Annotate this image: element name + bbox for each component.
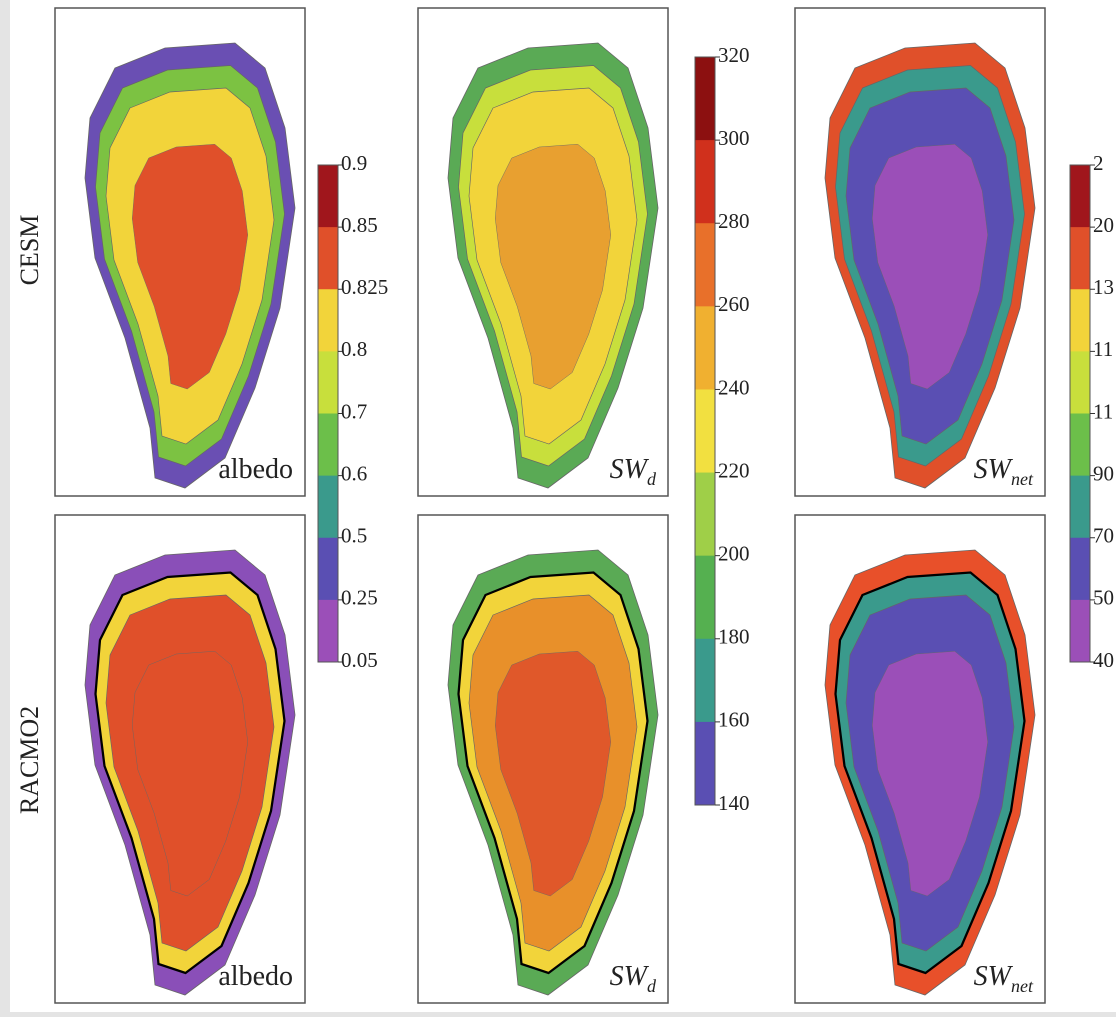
colorbar-tick-label: 260 xyxy=(718,292,750,316)
colorbar-tick-label: 11 xyxy=(1093,337,1113,361)
panel-label-main: SW xyxy=(610,961,650,992)
colorbar-segment xyxy=(695,639,715,723)
colorbar-segment xyxy=(318,538,338,601)
colorbar-tick-label: 180 xyxy=(718,625,750,649)
panel-label-sub: d xyxy=(647,469,657,489)
map-panel: albedo xyxy=(55,8,305,496)
colorbar-tick-label: 220 xyxy=(718,458,750,482)
colorbar-tick-label: 240 xyxy=(718,375,750,399)
colorbar-tick-label: 0.05 xyxy=(341,648,378,672)
colorbar-tick-label: 0.25 xyxy=(341,586,378,610)
colorbar-segment xyxy=(318,227,338,290)
page: {"rows": ["CESM", "RACMO2"], "panels": [… xyxy=(0,0,1116,1012)
colorbar-tick-label: 200 xyxy=(718,541,750,565)
colorbar-tick-label: 0.7 xyxy=(341,399,367,423)
colorbar-tick-label: 50 xyxy=(1093,586,1114,610)
colorbar-tick-label: 0.85 xyxy=(341,213,378,237)
colorbar-segment xyxy=(318,351,338,414)
colorbar-tick-label: 11 xyxy=(1093,399,1113,423)
map-panel: SWd xyxy=(418,8,668,496)
colorbar-tick-label: 20 xyxy=(1093,213,1114,237)
row-label: RACMO2 xyxy=(15,706,44,814)
colorbar-tick-label: 0.9 xyxy=(341,151,367,175)
colorbar-segment xyxy=(695,223,715,307)
colorbar-segment xyxy=(1070,351,1090,414)
colorbar-segment xyxy=(318,476,338,539)
colorbar-segment xyxy=(1070,227,1090,290)
colorbar-tick-label: 0.8 xyxy=(341,337,367,361)
colorbar-segment xyxy=(695,473,715,557)
colorbar-tick-label: 0.825 xyxy=(341,275,388,299)
figure: CESM RACMO2 albedoSWdSWnetalbedoSWdSWnet… xyxy=(0,0,1116,1012)
panel-label: albedo xyxy=(218,454,293,485)
panel-label-sub: d xyxy=(647,976,657,996)
colorbar-segment xyxy=(318,600,338,663)
colorbar-segment xyxy=(1070,538,1090,601)
colorbar-tick-label: 0.6 xyxy=(341,461,367,485)
colorbar-segment xyxy=(695,556,715,640)
colorbar-segment xyxy=(1070,414,1090,477)
colorbar-tick-label: 320 xyxy=(718,43,750,67)
colorbar-tick-label: 70 xyxy=(1093,524,1114,548)
panel-label: albedo xyxy=(218,961,293,992)
panel-label-sub: net xyxy=(1011,976,1034,996)
colorbar-segment xyxy=(1070,289,1090,352)
colorbar-segment xyxy=(1070,165,1090,228)
panel-label-sub: net xyxy=(1011,469,1034,489)
colorbar-segment xyxy=(695,306,715,390)
colorbar-tick-label: 13 xyxy=(1093,275,1114,299)
map-panel: SWnet xyxy=(795,515,1045,1003)
colorbar-tick-label: 160 xyxy=(718,708,750,732)
colorbar-segment xyxy=(1070,476,1090,539)
colorbar-segment xyxy=(1070,600,1090,663)
colorbar-tick-label: 2 xyxy=(1093,151,1104,175)
colorbar-tick-label: 40 xyxy=(1093,648,1114,672)
colorbar-segment xyxy=(695,57,715,141)
colorbar-tick-label: 0.5 xyxy=(341,524,367,548)
row-label: CESM xyxy=(15,215,44,286)
colorbar-tick-label: 280 xyxy=(718,209,750,233)
map-panel: SWd xyxy=(418,515,668,1003)
colorbar-segment xyxy=(318,165,338,228)
colorbar-tick-label: 300 xyxy=(718,126,750,150)
panel-label-main: SW xyxy=(610,454,650,485)
panel-label-main: SW xyxy=(974,454,1014,485)
colorbar-segment xyxy=(695,140,715,224)
colorbar-segment xyxy=(695,389,715,473)
colorbar-segment xyxy=(695,722,715,806)
colorbar-tick-label: 140 xyxy=(718,791,750,815)
colorbar-segment xyxy=(318,289,338,352)
map-panel: SWnet xyxy=(795,8,1045,496)
panel-label-main: SW xyxy=(974,961,1014,992)
colorbar-segment xyxy=(318,414,338,477)
map-panel: albedo xyxy=(55,515,305,1003)
colorbar-tick-label: 90 xyxy=(1093,461,1114,485)
